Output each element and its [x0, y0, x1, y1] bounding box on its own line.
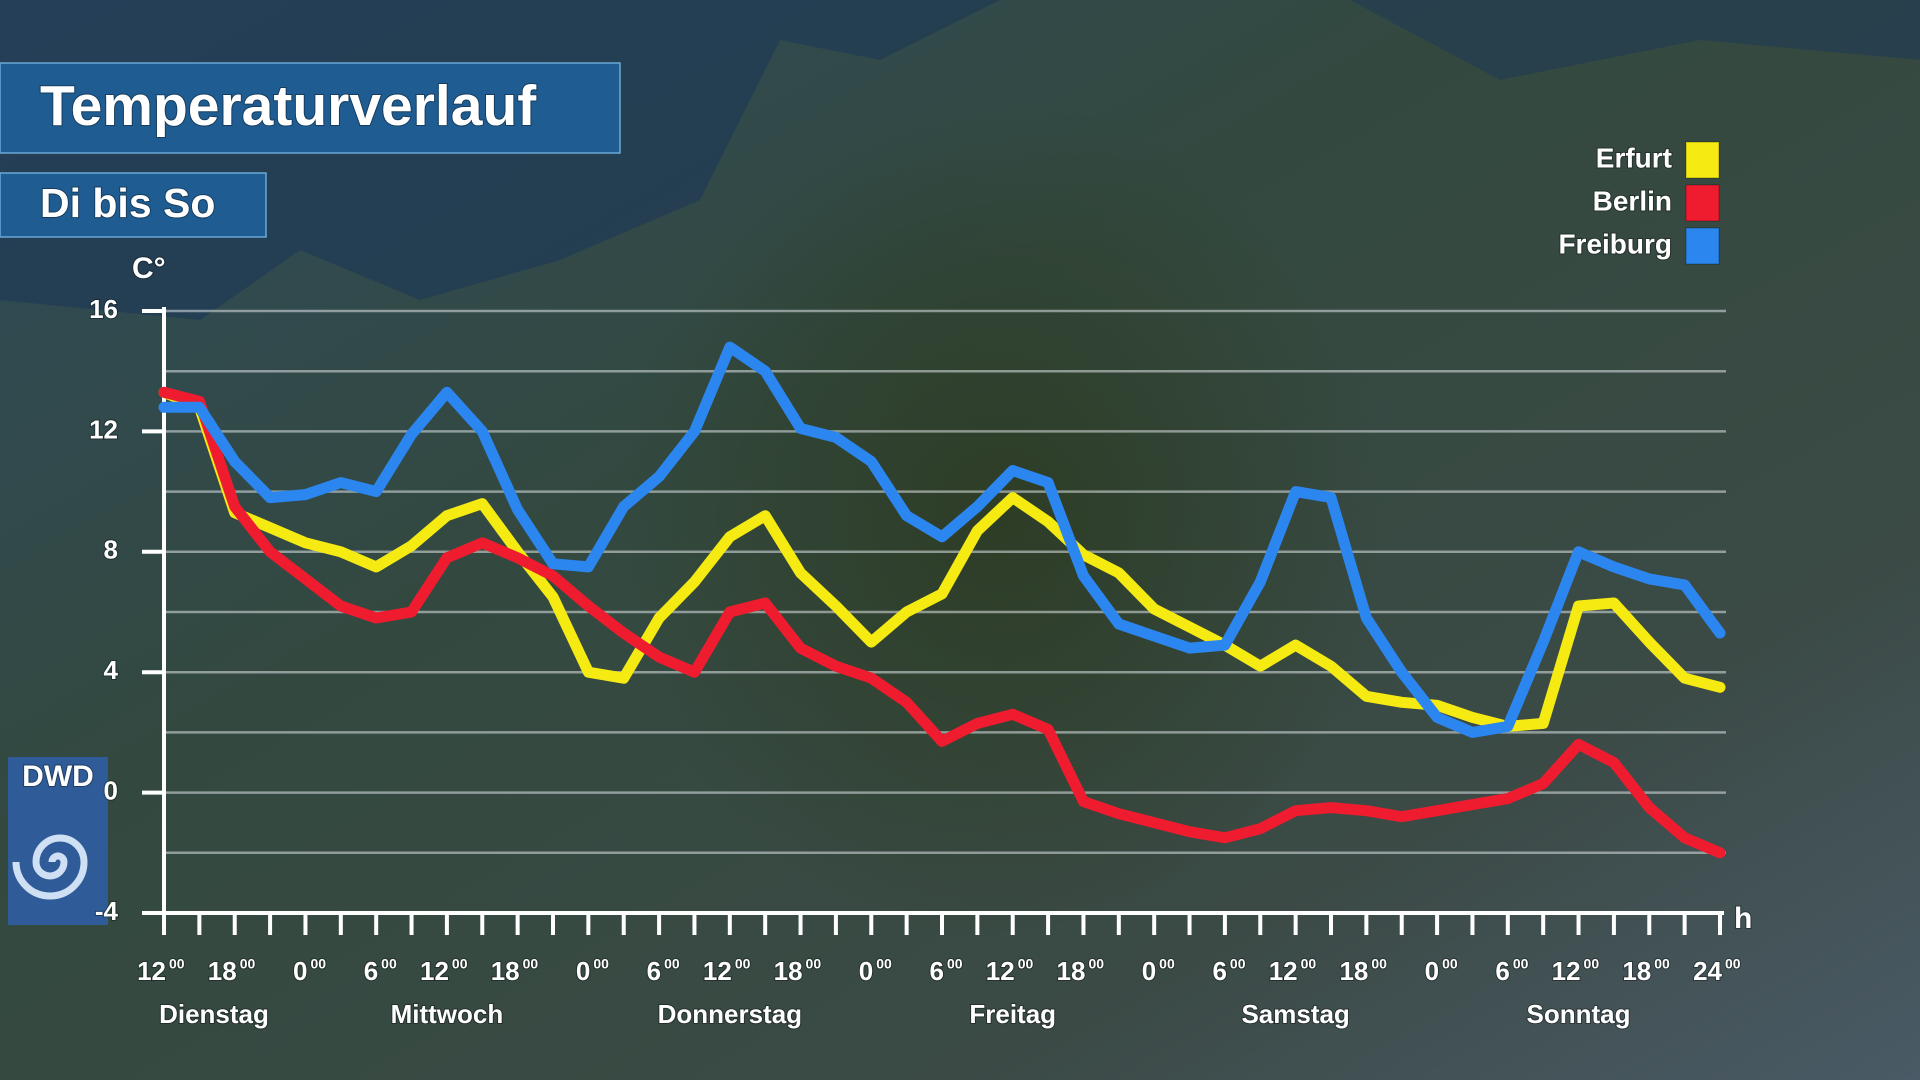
y-tick-label: 4: [104, 655, 119, 685]
legend-swatch: [1685, 184, 1720, 222]
x-tick-superscript: 00: [664, 956, 680, 972]
x-tick-superscript: 00: [1301, 956, 1317, 972]
legend-label: Berlin: [1593, 185, 1672, 216]
y-tick-label: 16: [89, 294, 118, 324]
x-tick-superscript: 00: [876, 956, 892, 972]
x-tick-label: 12: [1269, 956, 1298, 986]
logo-text: DWD: [22, 760, 94, 793]
x-tick-label: 0: [576, 956, 590, 986]
y-tick-label: 12: [89, 414, 118, 444]
x-tick-label: 12: [1552, 956, 1581, 986]
x-tick-superscript: 00: [240, 956, 256, 972]
x-tick-superscript: 00: [169, 956, 185, 972]
line-series: [158, 386, 1726, 732]
y-tick-label: 0: [104, 775, 118, 805]
x-tick-label: 18: [491, 956, 520, 986]
legend-swatch: [1685, 227, 1720, 265]
x-tick-superscript: 00: [1371, 956, 1387, 972]
x-tick-label: 6: [930, 956, 944, 986]
day-label: Samstag: [1241, 999, 1349, 1029]
day-label: Donnerstag: [658, 999, 802, 1029]
x-tick-label: 0: [1142, 956, 1156, 986]
x-tick-superscript: 00: [1584, 956, 1600, 972]
x-tick-label: 18: [774, 956, 803, 986]
x-tick-label: 0: [293, 956, 307, 986]
x-tick-label: 12: [986, 956, 1015, 986]
x-tick-superscript: 00: [1088, 956, 1104, 972]
x-tick-label: 0: [1425, 956, 1439, 986]
day-label: Mittwoch: [391, 999, 504, 1029]
line-series: [158, 386, 1726, 859]
land: [620, 100, 1380, 940]
x-tick-label: 6: [647, 956, 661, 986]
legend-label: Erfurt: [1596, 142, 1672, 173]
x-tick-superscript: 00: [593, 956, 609, 972]
x-tick-label: 6: [1495, 956, 1509, 986]
chart-title: Temperaturverlauf: [40, 74, 537, 138]
x-tick-superscript: 00: [806, 956, 822, 972]
x-tick-superscript: 00: [1513, 956, 1529, 972]
x-tick-superscript: 00: [1159, 956, 1175, 972]
line-series: [158, 341, 1726, 738]
legend-label: Freiburg: [1558, 228, 1672, 259]
x-tick-label: 18: [1339, 956, 1368, 986]
x-tick-superscript: 00: [735, 956, 751, 972]
x-tick-label: 24: [1693, 956, 1722, 986]
x-tick-label: 12: [703, 956, 732, 986]
chart-subtitle: Di bis So: [40, 180, 215, 226]
x-tick-label: 6: [1212, 956, 1226, 986]
day-label: Freitag: [969, 999, 1056, 1029]
y-tick-label: -4: [95, 896, 119, 926]
day-label: Sonntag: [1527, 999, 1631, 1029]
x-tick-label: 6: [364, 956, 378, 986]
x-tick-label: 12: [137, 956, 166, 986]
x-tick-label: 0: [859, 956, 873, 986]
sea: [1350, 0, 1920, 80]
x-tick-superscript: 00: [1018, 956, 1034, 972]
x-tick-superscript: 00: [1442, 956, 1458, 972]
x-tick-superscript: 00: [310, 956, 326, 972]
x-tick-label: 18: [208, 956, 237, 986]
x-axis-label: h: [1734, 902, 1752, 935]
legend-swatch: [1685, 141, 1720, 179]
subtitle-box: [0, 172, 267, 238]
x-tick-superscript: 00: [1725, 956, 1741, 972]
x-tick-label: 12: [420, 956, 449, 986]
y-tick-label: 8: [104, 535, 118, 565]
title-box: [0, 62, 621, 154]
x-tick-superscript: 00: [523, 956, 539, 972]
x-tick-label: 18: [1057, 956, 1086, 986]
y-axis-label: C°: [132, 252, 166, 285]
x-tick-superscript: 00: [947, 956, 963, 972]
day-label: Dienstag: [159, 999, 269, 1029]
x-tick-superscript: 00: [381, 956, 397, 972]
x-tick-label: 18: [1622, 956, 1651, 986]
logo-spiral: [12, 834, 88, 900]
x-tick-superscript: 00: [1230, 956, 1246, 972]
x-tick-superscript: 00: [452, 956, 468, 972]
x-tick-superscript: 00: [1654, 956, 1670, 972]
